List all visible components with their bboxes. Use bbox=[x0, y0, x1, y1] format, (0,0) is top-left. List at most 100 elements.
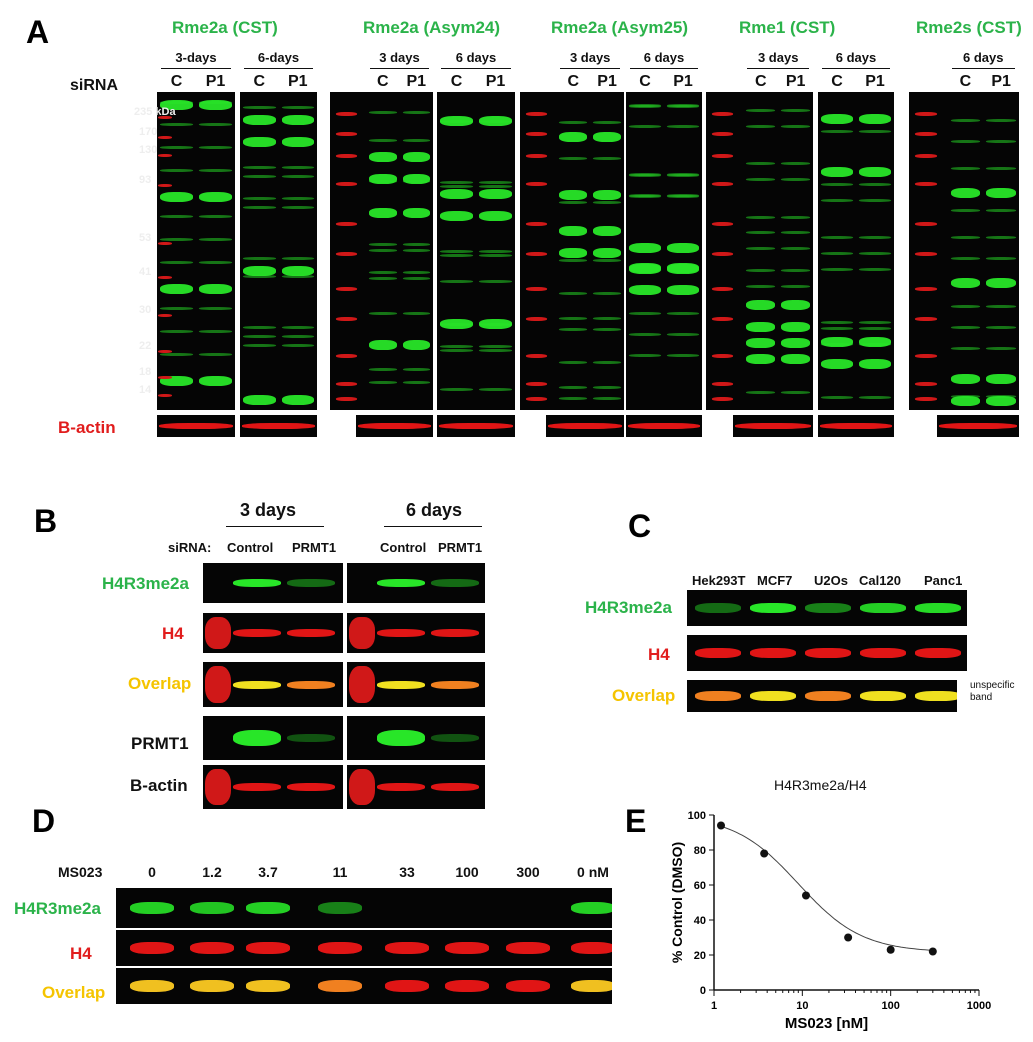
protein-band bbox=[593, 386, 621, 389]
protein-band bbox=[781, 391, 810, 394]
protein-band bbox=[440, 345, 473, 348]
protein-band bbox=[821, 183, 853, 186]
protein-band bbox=[746, 162, 776, 165]
protein-band bbox=[281, 166, 314, 169]
protein-band bbox=[821, 337, 853, 347]
y-tick-label: 0 bbox=[700, 985, 706, 997]
panel-c-label: C bbox=[628, 508, 652, 544]
protein-band bbox=[821, 321, 853, 324]
protein-band bbox=[385, 942, 429, 954]
b-actin-blot bbox=[157, 415, 235, 437]
protein-band bbox=[859, 183, 891, 186]
protein-band bbox=[369, 381, 397, 384]
protein-band bbox=[402, 277, 430, 280]
protein-band bbox=[369, 249, 397, 252]
protein-band bbox=[479, 120, 512, 123]
protein-band bbox=[950, 119, 981, 122]
protein-band bbox=[369, 180, 397, 183]
western-blot bbox=[909, 92, 1019, 410]
western-blot bbox=[203, 563, 343, 603]
protein-band bbox=[695, 603, 741, 613]
protein-band bbox=[667, 263, 699, 273]
protein-band bbox=[233, 680, 281, 689]
x-axis-label: MS023 [nM] bbox=[785, 1015, 868, 1032]
ladder-band bbox=[915, 317, 937, 321]
protein-band bbox=[746, 338, 776, 348]
ladder-band bbox=[336, 252, 357, 256]
protein-band bbox=[281, 335, 314, 338]
ladder-band bbox=[336, 154, 357, 158]
protein-band bbox=[402, 180, 430, 183]
protein-band bbox=[571, 980, 612, 992]
protein-band bbox=[190, 942, 234, 954]
protein-band bbox=[559, 328, 588, 331]
protein-band bbox=[281, 275, 314, 278]
lane-label: C bbox=[377, 73, 389, 90]
western-blot bbox=[330, 92, 433, 410]
x-tick-label: 10 bbox=[796, 1000, 808, 1012]
protein-band bbox=[402, 174, 430, 184]
data-point bbox=[886, 945, 895, 954]
protein-band bbox=[506, 942, 550, 954]
protein-band bbox=[859, 268, 891, 271]
protein-band bbox=[593, 121, 621, 124]
x-tick-label: 100 bbox=[881, 1000, 899, 1012]
protein-band bbox=[431, 734, 479, 742]
protein-band bbox=[805, 603, 851, 613]
protein-band bbox=[281, 175, 314, 178]
ladder-band bbox=[336, 112, 357, 116]
protein-band bbox=[593, 397, 621, 400]
protein-band bbox=[287, 579, 335, 587]
protein-band bbox=[479, 349, 512, 352]
protein-band bbox=[281, 197, 314, 200]
protein-band bbox=[369, 271, 397, 274]
actin-band bbox=[242, 423, 315, 429]
protein-band bbox=[479, 345, 512, 348]
days-underline bbox=[822, 68, 890, 69]
protein-band bbox=[479, 254, 512, 257]
mw-marker-label: 53 bbox=[139, 232, 152, 244]
protein-band bbox=[821, 252, 853, 255]
days-label: 3 days bbox=[757, 50, 799, 65]
lane-label: P1 bbox=[673, 73, 693, 90]
ladder-band bbox=[158, 242, 172, 245]
ladder-band bbox=[336, 132, 357, 136]
protein-band bbox=[986, 374, 1016, 384]
days-label: 3-days bbox=[175, 50, 217, 65]
protein-band bbox=[281, 257, 314, 260]
protein-band bbox=[629, 173, 661, 176]
protein-band bbox=[199, 169, 232, 172]
annotation-line: unspecific bbox=[970, 680, 1015, 691]
protein-band bbox=[402, 111, 430, 114]
protein-band bbox=[629, 333, 661, 336]
protein-band bbox=[950, 326, 981, 329]
ladder-band bbox=[349, 769, 375, 805]
ladder-band bbox=[915, 154, 937, 158]
ladder-band bbox=[712, 112, 734, 116]
protein-band bbox=[385, 980, 429, 992]
protein-band bbox=[199, 146, 232, 149]
row-label-prmt1: PRMT1 bbox=[131, 734, 189, 753]
western-blot bbox=[706, 92, 813, 410]
protein-band bbox=[593, 157, 621, 160]
protein-band bbox=[821, 396, 853, 399]
protein-band bbox=[190, 902, 234, 914]
ladder-band bbox=[712, 354, 734, 358]
ladder-band bbox=[526, 112, 547, 116]
mw-marker-label: 130 bbox=[139, 144, 158, 156]
protein-band bbox=[243, 166, 276, 169]
protein-band bbox=[559, 132, 588, 142]
ladder-band bbox=[158, 154, 172, 157]
protein-band bbox=[479, 181, 512, 184]
ladder-band bbox=[158, 276, 172, 279]
protein-band bbox=[629, 354, 661, 357]
protein-band bbox=[287, 734, 335, 742]
western-blot bbox=[116, 968, 612, 1004]
protein-band bbox=[402, 152, 430, 162]
protein-band bbox=[281, 326, 314, 329]
b-actin-blot bbox=[732, 415, 813, 437]
protein-band bbox=[781, 247, 810, 250]
dose-response-chart: 0 20 40 60 80 100 1 10 100 1000 % Control (DMSO) MS… bbox=[669, 810, 991, 1032]
protein-band bbox=[950, 305, 981, 308]
panel-a-label: A bbox=[26, 14, 50, 50]
